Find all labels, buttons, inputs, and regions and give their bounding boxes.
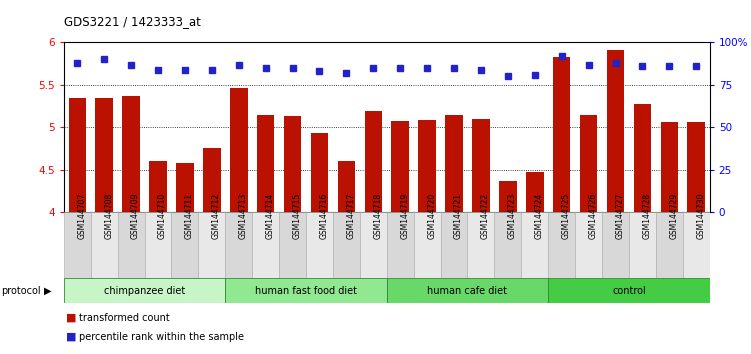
Text: chimpanzee diet: chimpanzee diet	[104, 286, 185, 296]
Text: GSM144708: GSM144708	[104, 193, 113, 239]
Text: human cafe diet: human cafe diet	[427, 286, 508, 296]
Text: GSM144712: GSM144712	[212, 193, 221, 239]
Bar	[553, 57, 571, 212]
Text: percentile rank within the sample: percentile rank within the sample	[79, 332, 244, 342]
Text: GSM144716: GSM144716	[319, 193, 328, 239]
Bar	[494, 212, 521, 278]
Text: GSM144718: GSM144718	[373, 193, 382, 239]
Bar	[521, 212, 548, 278]
Bar	[171, 212, 198, 278]
Bar	[602, 212, 629, 278]
Bar	[364, 111, 382, 212]
Bar	[575, 212, 602, 278]
Text: transformed count: transformed count	[79, 313, 170, 322]
Bar	[661, 122, 678, 212]
Text: GSM144707: GSM144707	[77, 193, 86, 239]
Text: control: control	[612, 286, 646, 296]
Bar	[391, 121, 409, 212]
Bar	[526, 172, 544, 212]
Text: GSM144725: GSM144725	[562, 193, 571, 239]
Text: GSM144730: GSM144730	[696, 193, 705, 239]
Bar	[687, 122, 705, 212]
Text: GSM144724: GSM144724	[535, 193, 544, 239]
Text: human fast food diet: human fast food diet	[255, 286, 357, 296]
Bar	[467, 212, 494, 278]
Bar	[607, 50, 624, 212]
Text: GSM144720: GSM144720	[427, 193, 436, 239]
Bar	[203, 148, 221, 212]
Bar	[144, 212, 171, 278]
Text: GSM144727: GSM144727	[616, 193, 625, 239]
Bar	[472, 119, 490, 212]
Bar	[230, 87, 248, 212]
Bar	[64, 212, 91, 278]
Text: ▶: ▶	[44, 286, 51, 296]
Bar	[284, 116, 301, 212]
Bar	[257, 115, 274, 212]
Text: GSM144722: GSM144722	[481, 193, 490, 239]
Bar	[198, 212, 225, 278]
Bar	[279, 212, 306, 278]
Bar	[311, 133, 328, 212]
Text: ■: ■	[66, 313, 77, 322]
Text: GSM144729: GSM144729	[669, 193, 678, 239]
Text: GSM144723: GSM144723	[508, 193, 517, 239]
Bar	[306, 212, 333, 278]
Text: GSM144713: GSM144713	[239, 193, 248, 239]
Bar	[656, 212, 683, 278]
Bar	[499, 181, 517, 212]
Bar	[252, 212, 279, 278]
Bar	[95, 98, 113, 212]
Bar	[333, 212, 360, 278]
Text: GSM144714: GSM144714	[266, 193, 275, 239]
Bar	[64, 278, 225, 303]
Text: GSM144710: GSM144710	[158, 193, 167, 239]
Bar	[387, 212, 414, 278]
Text: GSM144715: GSM144715	[293, 193, 302, 239]
Text: GSM144728: GSM144728	[642, 193, 651, 239]
Bar	[149, 161, 167, 212]
Bar	[683, 212, 710, 278]
Bar	[629, 212, 656, 278]
Bar	[118, 212, 144, 278]
Bar	[225, 212, 252, 278]
Bar	[548, 212, 575, 278]
Bar	[445, 115, 463, 212]
Text: GSM144709: GSM144709	[131, 193, 140, 239]
Bar	[122, 96, 140, 212]
Bar	[580, 115, 597, 212]
Text: GSM144721: GSM144721	[454, 193, 463, 239]
Bar	[176, 163, 194, 212]
Bar	[338, 161, 355, 212]
Bar	[634, 104, 651, 212]
Bar	[68, 98, 86, 212]
Bar	[418, 120, 436, 212]
Text: protocol: protocol	[2, 286, 41, 296]
Text: GSM144726: GSM144726	[589, 193, 598, 239]
Bar	[225, 278, 387, 303]
Bar	[414, 212, 441, 278]
Bar	[548, 278, 710, 303]
Bar	[387, 278, 548, 303]
Bar	[91, 212, 118, 278]
Text: GSM144719: GSM144719	[400, 193, 409, 239]
Text: GDS3221 / 1423333_at: GDS3221 / 1423333_at	[64, 15, 201, 28]
Text: GSM144717: GSM144717	[346, 193, 355, 239]
Bar	[360, 212, 387, 278]
Text: GSM144711: GSM144711	[185, 193, 194, 239]
Bar	[441, 212, 467, 278]
Text: ■: ■	[66, 332, 77, 342]
